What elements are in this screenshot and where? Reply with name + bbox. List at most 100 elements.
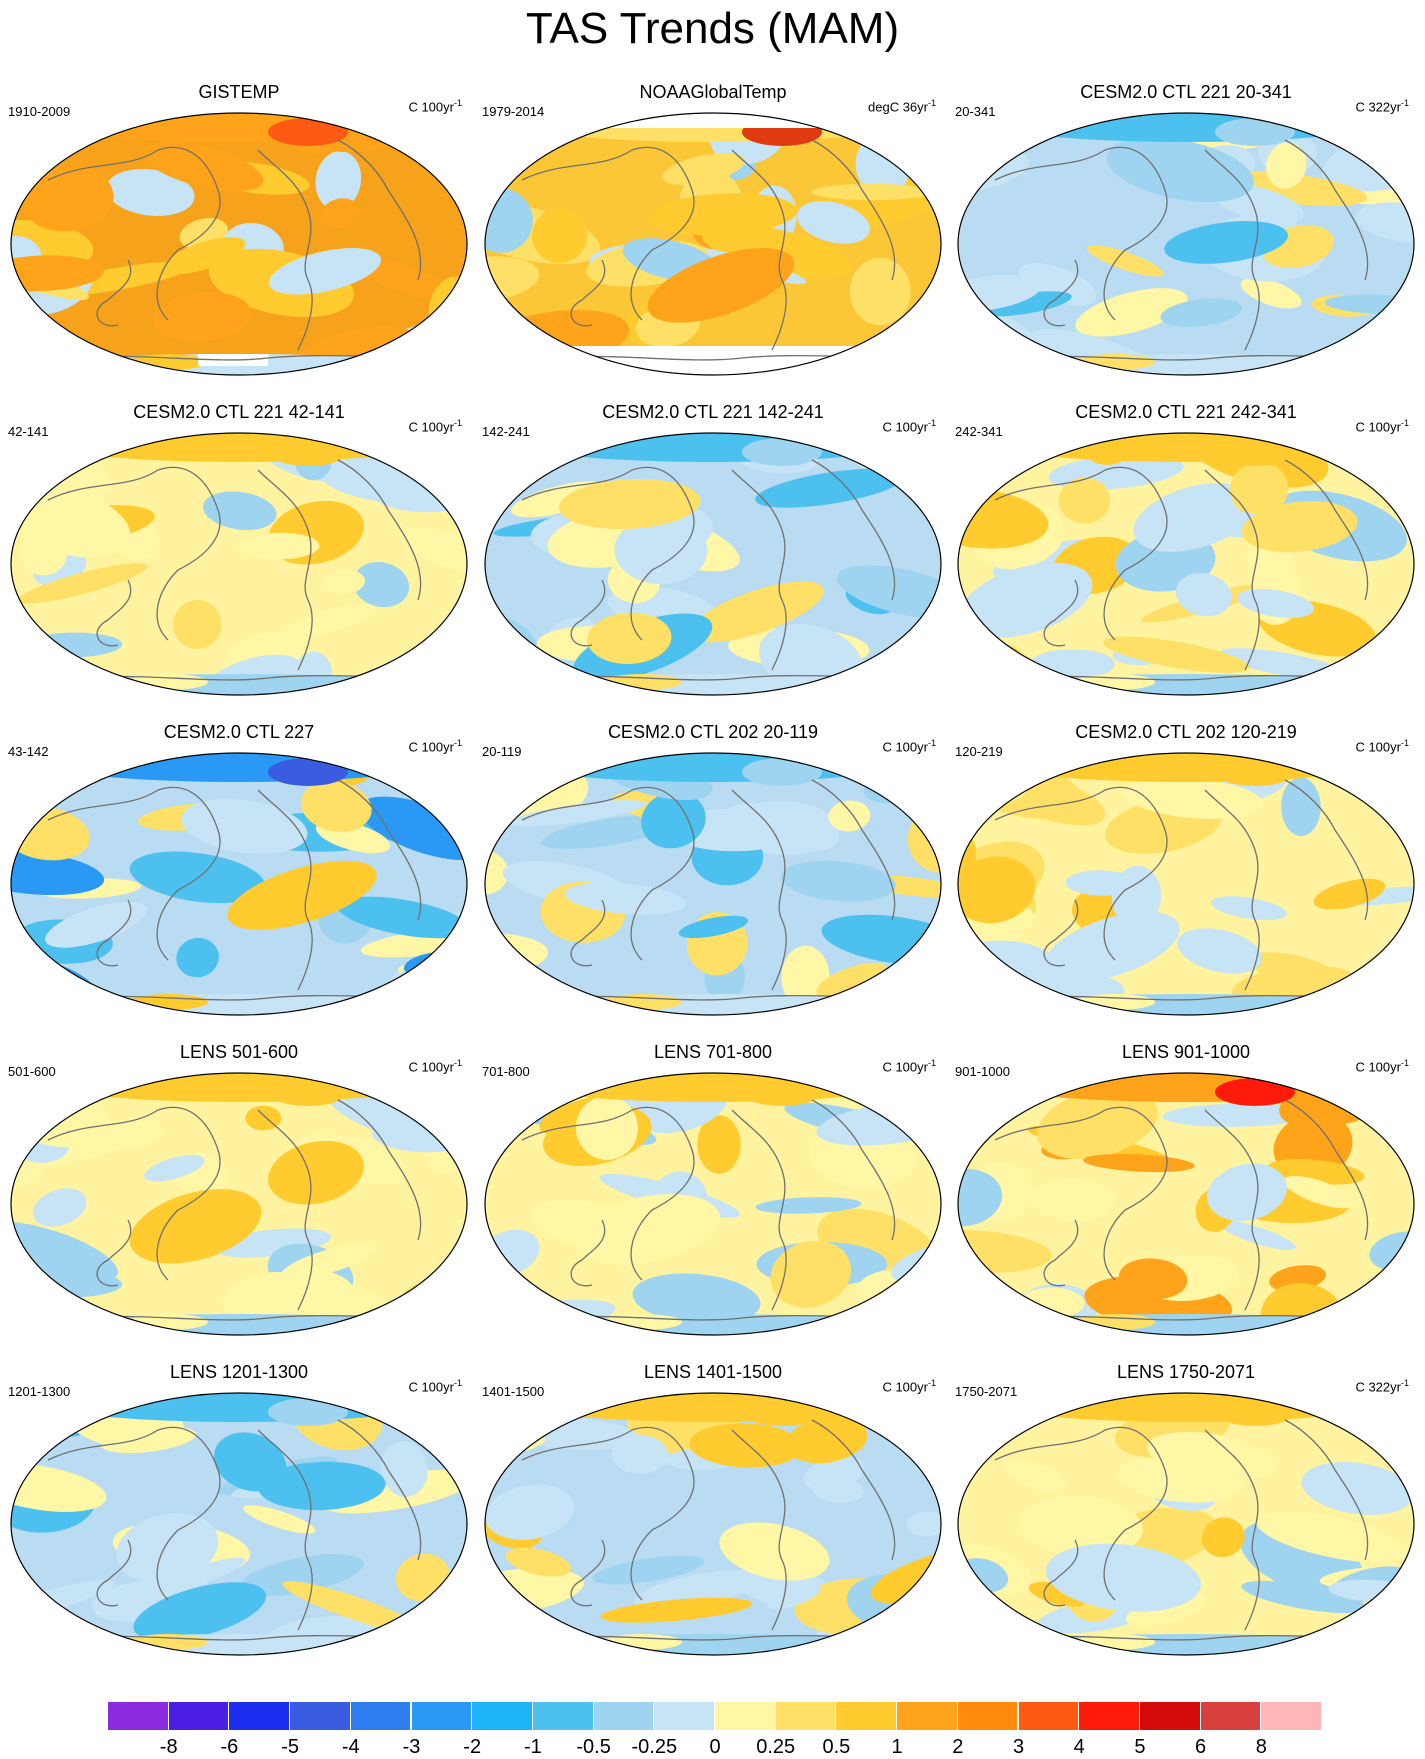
map-projection <box>957 752 1415 1016</box>
map-panel: GISTEMP 1910-2009 C 100yr-1 <box>8 82 470 382</box>
colorbar-tick-label: 2 <box>952 1736 964 1758</box>
panel-unit-text: C 100yr <box>408 739 454 755</box>
map-panel: LENS 701-800 701-800 C 100yr-1 <box>482 1042 944 1342</box>
panel-unit-label: C 322yr-1 <box>1355 98 1409 114</box>
panel-title: CESM2.0 CTL 202 20-119 <box>607 722 819 742</box>
panel-unit-exponent: -1 <box>1400 98 1409 108</box>
panel-period-label: 42-141 <box>8 424 49 439</box>
panel-title: LENS 501-600 <box>179 1042 299 1062</box>
map-projection <box>957 1072 1415 1336</box>
colorbar-swatch <box>532 1702 594 1730</box>
panel-period-label: 120-219 <box>955 744 1003 759</box>
map-projection <box>10 112 468 376</box>
colorbar-tick-label: -4 <box>341 1736 360 1758</box>
colorbar-swatch <box>775 1702 837 1730</box>
panel-unit-label: C 100yr-1 <box>1355 418 1409 434</box>
panel-unit-label: C 100yr-1 <box>882 738 936 754</box>
map-projection <box>957 112 1415 376</box>
colorbar-tick-label: 3 <box>1012 1736 1025 1758</box>
map-panel: CESM2.0 CTL 221 42-141 42-141 C 100yr-1 <box>8 402 470 702</box>
colorbar-swatch <box>108 1702 169 1730</box>
panel-unit-label: C 100yr-1 <box>408 1058 462 1074</box>
panel-unit-text: C 100yr <box>882 419 928 435</box>
colorbar-tick-label: 1 <box>891 1736 903 1758</box>
panel-unit-exponent: -1 <box>927 738 936 748</box>
panel-unit-label: degC 36yr-1 <box>868 98 936 114</box>
colorbar-swatch <box>957 1702 1019 1730</box>
panel-period-label: 1979-2014 <box>482 104 545 119</box>
panel-title: CESM2.0 CTL 221 242-341 <box>1075 402 1297 422</box>
panel-unit-exponent: -1 <box>453 738 462 748</box>
map-projection <box>10 1072 468 1336</box>
colorbar-tick-label: 4 <box>1073 1736 1085 1758</box>
map-panel: CESM2.0 CTL 221 242-341 242-341 C 100yr-1 <box>955 402 1417 702</box>
panel-title: CESM2.0 CTL 221 20-341 <box>1080 82 1292 102</box>
map-panel: LENS 1750-2071 1750-2071 C 322yr-1 <box>955 1362 1417 1662</box>
panel-unit-label: C 100yr-1 <box>408 738 462 754</box>
map-projection <box>10 752 468 1016</box>
colorbar-swatch <box>654 1702 715 1730</box>
panel-unit-label: C 100yr-1 <box>1355 738 1409 754</box>
panel-unit-text: C 100yr <box>408 419 454 435</box>
panel-unit-label: C 100yr-1 <box>882 418 936 434</box>
map-panel: LENS 501-600 501-600 C 100yr-1 <box>8 1042 470 1342</box>
colorbar-tick-label: -6 <box>220 1736 239 1758</box>
panel-unit-text: C 100yr <box>408 1379 454 1395</box>
map-projection <box>957 432 1415 696</box>
panel-unit-text: C 322yr <box>1355 1379 1401 1395</box>
panel-period-label: 1401-1500 <box>482 1384 545 1399</box>
panel-period-label: 1750-2071 <box>955 1384 1018 1399</box>
colorbar-swatch <box>290 1702 351 1730</box>
panel-period-label: 20-119 <box>482 744 522 759</box>
colorbar-tick-label: -5 <box>281 1736 299 1758</box>
colorbar-swatch <box>1079 1702 1140 1730</box>
colorbar-swatch <box>836 1702 898 1730</box>
colorbar-tick-label: -3 <box>402 1736 421 1758</box>
panel-unit-label: C 100yr-1 <box>882 1378 936 1394</box>
panel-unit-text: C 100yr <box>408 99 454 115</box>
panel-period-label: 701-800 <box>482 1064 530 1079</box>
map-panel: NOAAGlobalTemp 1979-2014 degC 36yr-1 <box>482 82 944 382</box>
panel-period-label: 43-142 <box>8 744 49 759</box>
map-projection <box>484 432 942 696</box>
colorbar-swatch <box>593 1702 655 1730</box>
panel-unit-exponent: -1 <box>453 1378 462 1388</box>
panel-unit-exponent: -1 <box>1400 1378 1409 1388</box>
panel-unit-text: C 100yr <box>408 1059 454 1075</box>
map-panel: CESM2.0 CTL 202 20-119 20-119 C 100yr-1 <box>482 722 944 1022</box>
panel-title: LENS 901-1000 <box>1121 1042 1251 1062</box>
colorbar-tick-label: 5 <box>1134 1736 1146 1758</box>
panel-unit-text: degC 36yr <box>868 99 928 115</box>
panel-unit-text: C 100yr <box>882 1379 928 1395</box>
panel-unit-exponent: -1 <box>1400 738 1409 748</box>
panel-period-label: 242-341 <box>955 424 1003 439</box>
map-panel: CESM2.0 CTL 202 120-219 120-219 C 100yr-1 <box>955 722 1417 1022</box>
panel-title: NOAAGlobalTemp <box>639 82 787 102</box>
panel-unit-exponent: -1 <box>453 1058 462 1068</box>
map-panel: LENS 901-1000 901-1000 C 100yr-1 <box>955 1042 1417 1342</box>
panel-unit-text: C 100yr <box>882 739 928 755</box>
panel-period-label: 901-1000 <box>955 1064 1010 1079</box>
panel-unit-exponent: -1 <box>927 1378 936 1388</box>
colorbar-swatch <box>1261 1702 1322 1730</box>
panel-unit-exponent: -1 <box>927 98 936 108</box>
panel-unit-label: C 100yr-1 <box>1355 1058 1409 1074</box>
panel-unit-label: C 322yr-1 <box>1355 1378 1409 1394</box>
panel-period-label: 1910-2009 <box>8 104 71 119</box>
colorbar-tick-label: 0 <box>709 1736 721 1758</box>
panel-unit-label: C 100yr-1 <box>882 1058 936 1074</box>
panel-unit-label: C 100yr-1 <box>408 418 462 434</box>
colorbar-tick-label: -0.25 <box>631 1736 678 1758</box>
panel-unit-text: C 100yr <box>882 1059 928 1075</box>
colorbar-swatch <box>350 1702 412 1730</box>
map-panel: LENS 1201-1300 1201-1300 C 100yr-1 <box>8 1362 470 1662</box>
map-panel: CESM2.0 CTL 227 43-142 C 100yr-1 <box>8 722 470 1022</box>
panel-unit-text: C 322yr <box>1355 99 1401 115</box>
panel-unit-text: C 100yr <box>1355 419 1401 435</box>
colorbar-swatch <box>897 1702 958 1730</box>
panel-title: CESM2.0 CTL 202 120-219 <box>1075 722 1297 742</box>
panel-unit-exponent: -1 <box>453 418 462 428</box>
panel-unit-label: C 100yr-1 <box>408 1378 462 1394</box>
map-projection <box>10 432 468 696</box>
colorbar-tick-label: -1 <box>523 1736 542 1758</box>
